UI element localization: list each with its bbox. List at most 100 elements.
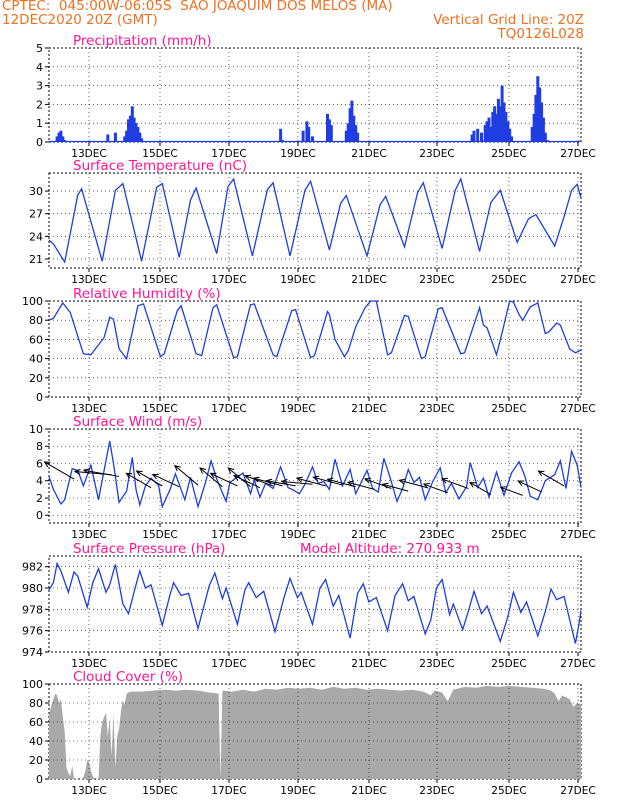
wind-arrow-shaft (44, 461, 75, 480)
temp-xtick-label: 21DEC (351, 274, 386, 286)
precip-bar (510, 136, 513, 142)
wind-arrow-shaft (296, 477, 326, 487)
wind-arrow (43, 461, 75, 480)
wind-arrow-head (295, 476, 303, 483)
wind-arrow-head (199, 467, 206, 474)
wind-arrow (244, 474, 274, 487)
wind-arrow-head (135, 470, 143, 477)
precip-bar (305, 121, 309, 142)
wind-arrow-shaft (500, 486, 523, 496)
rh-title: Relative Humidity (%) (73, 286, 221, 302)
rh-ytick-label: 100 (22, 295, 43, 308)
rh-series-line (48, 300, 582, 361)
precip-bar (329, 125, 333, 142)
wind-arrow-head (326, 477, 334, 484)
wind-arrow-shaft (199, 467, 223, 488)
wind-arrow-shaft (136, 470, 163, 487)
wind-arrow-shaft (152, 474, 180, 488)
wind-arrow-head (173, 464, 181, 472)
wind-arrow (199, 467, 223, 488)
precip-bar (326, 113, 329, 142)
wind-arrow-head (43, 461, 51, 468)
precip-bar (106, 134, 110, 142)
cloud-xtick-label: 27DEC (560, 785, 595, 797)
wind-arrow (295, 476, 326, 487)
precip-ytick-label: 1 (36, 117, 43, 130)
press-subtitle: Model Altitude: 270.933 m (300, 541, 480, 557)
temp-xtick-label: 19DEC (280, 274, 315, 286)
precip-title: Precipitation (mm/h) (73, 33, 212, 49)
press-xtick-label: 23DEC (419, 658, 454, 670)
wind-arrow-head (398, 478, 406, 485)
press-title: Surface Pressure (hPa) (73, 541, 226, 557)
precip-bar (502, 102, 506, 142)
press-series-line (48, 561, 582, 644)
precip-xtick-label: 21DEC (351, 148, 386, 160)
wind-arrow (135, 470, 163, 487)
wind-arrow (151, 473, 180, 488)
precip-bar (491, 111, 495, 142)
rh-ytick-label: 60 (29, 333, 43, 346)
wind-arrow-shaft (399, 479, 428, 489)
precip-bar (496, 98, 500, 142)
cloud-xtick-label: 15DEC (142, 785, 177, 797)
rh-xtick-label: 17DEC (211, 403, 246, 415)
wind-arrow-head (517, 480, 525, 486)
wind-xtick-label: 19DEC (280, 529, 315, 541)
press-xtick-label: 13DEC (71, 658, 106, 670)
precip-xtick-label: 25DEC (491, 148, 526, 160)
rh-xtick-label: 19DEC (280, 403, 315, 415)
press-frame (48, 555, 582, 653)
precip-bar (130, 106, 134, 142)
cloud-ytick-label: 0 (36, 773, 43, 786)
wind-arrow-head (244, 474, 252, 481)
wind-arrow (312, 475, 343, 486)
precip-bar (352, 115, 356, 142)
precip-xtick-label: 15DEC (142, 148, 177, 160)
cloud-xtick-label: 17DEC (211, 785, 246, 797)
precip-bar (472, 130, 476, 142)
precip-bar (134, 123, 138, 142)
cloud-xtick-label: 19DEC (280, 785, 315, 797)
press-xtick-label: 19DEC (280, 658, 315, 670)
rh-ytick-label: 40 (29, 353, 43, 366)
temp-frame (48, 172, 582, 269)
wind-arrow-head (227, 467, 235, 474)
precip-bar (138, 132, 142, 142)
wind-arrow (82, 468, 120, 477)
wind-arrow (227, 467, 251, 488)
temp-xtick-label: 13DEC (71, 274, 106, 286)
wind-arrow-head (125, 472, 133, 479)
wind-arrow-shaft (538, 470, 565, 487)
wind-arrow-head (346, 480, 354, 487)
precip-bar (506, 121, 510, 142)
temp-ytick-label: 21 (29, 253, 43, 266)
header-grid-line-note: Vertical Grid Line: 20Z (433, 12, 584, 28)
wind-arrow-shaft (423, 483, 448, 494)
wind-arrow (398, 478, 428, 489)
wind-arrow-shaft (382, 483, 409, 492)
precip-bar (132, 117, 136, 142)
press-ytick-label: 974 (22, 646, 43, 659)
precip-bar (346, 123, 350, 142)
wind-arrow (537, 470, 565, 487)
wind-arrow-head (363, 477, 372, 484)
wind-xtick-label: 21DEC (351, 529, 386, 541)
wind-ytick-label: 4 (36, 475, 43, 488)
cloud-xtick-label: 13DEC (71, 785, 106, 797)
precip-bar (348, 108, 352, 142)
wind-arrow-shaft (227, 467, 251, 488)
wind-xtick-label: 17DEC (211, 529, 246, 541)
cloud-title: Cloud Cover (%) (73, 669, 183, 685)
wind-arrow-shaft (364, 478, 392, 489)
wind-arrow (363, 477, 392, 489)
wind-arrow-head (265, 478, 273, 485)
wind-arrow (280, 478, 313, 486)
rh-xtick-label: 27DEC (560, 403, 595, 415)
precip-bar (498, 106, 502, 142)
wind-ytick-label: 8 (36, 440, 43, 453)
press-ytick-label: 978 (22, 603, 43, 616)
temp-series-line (48, 177, 582, 264)
temp-ytick-label: 24 (29, 230, 43, 243)
wind-arrow-head (209, 472, 217, 479)
